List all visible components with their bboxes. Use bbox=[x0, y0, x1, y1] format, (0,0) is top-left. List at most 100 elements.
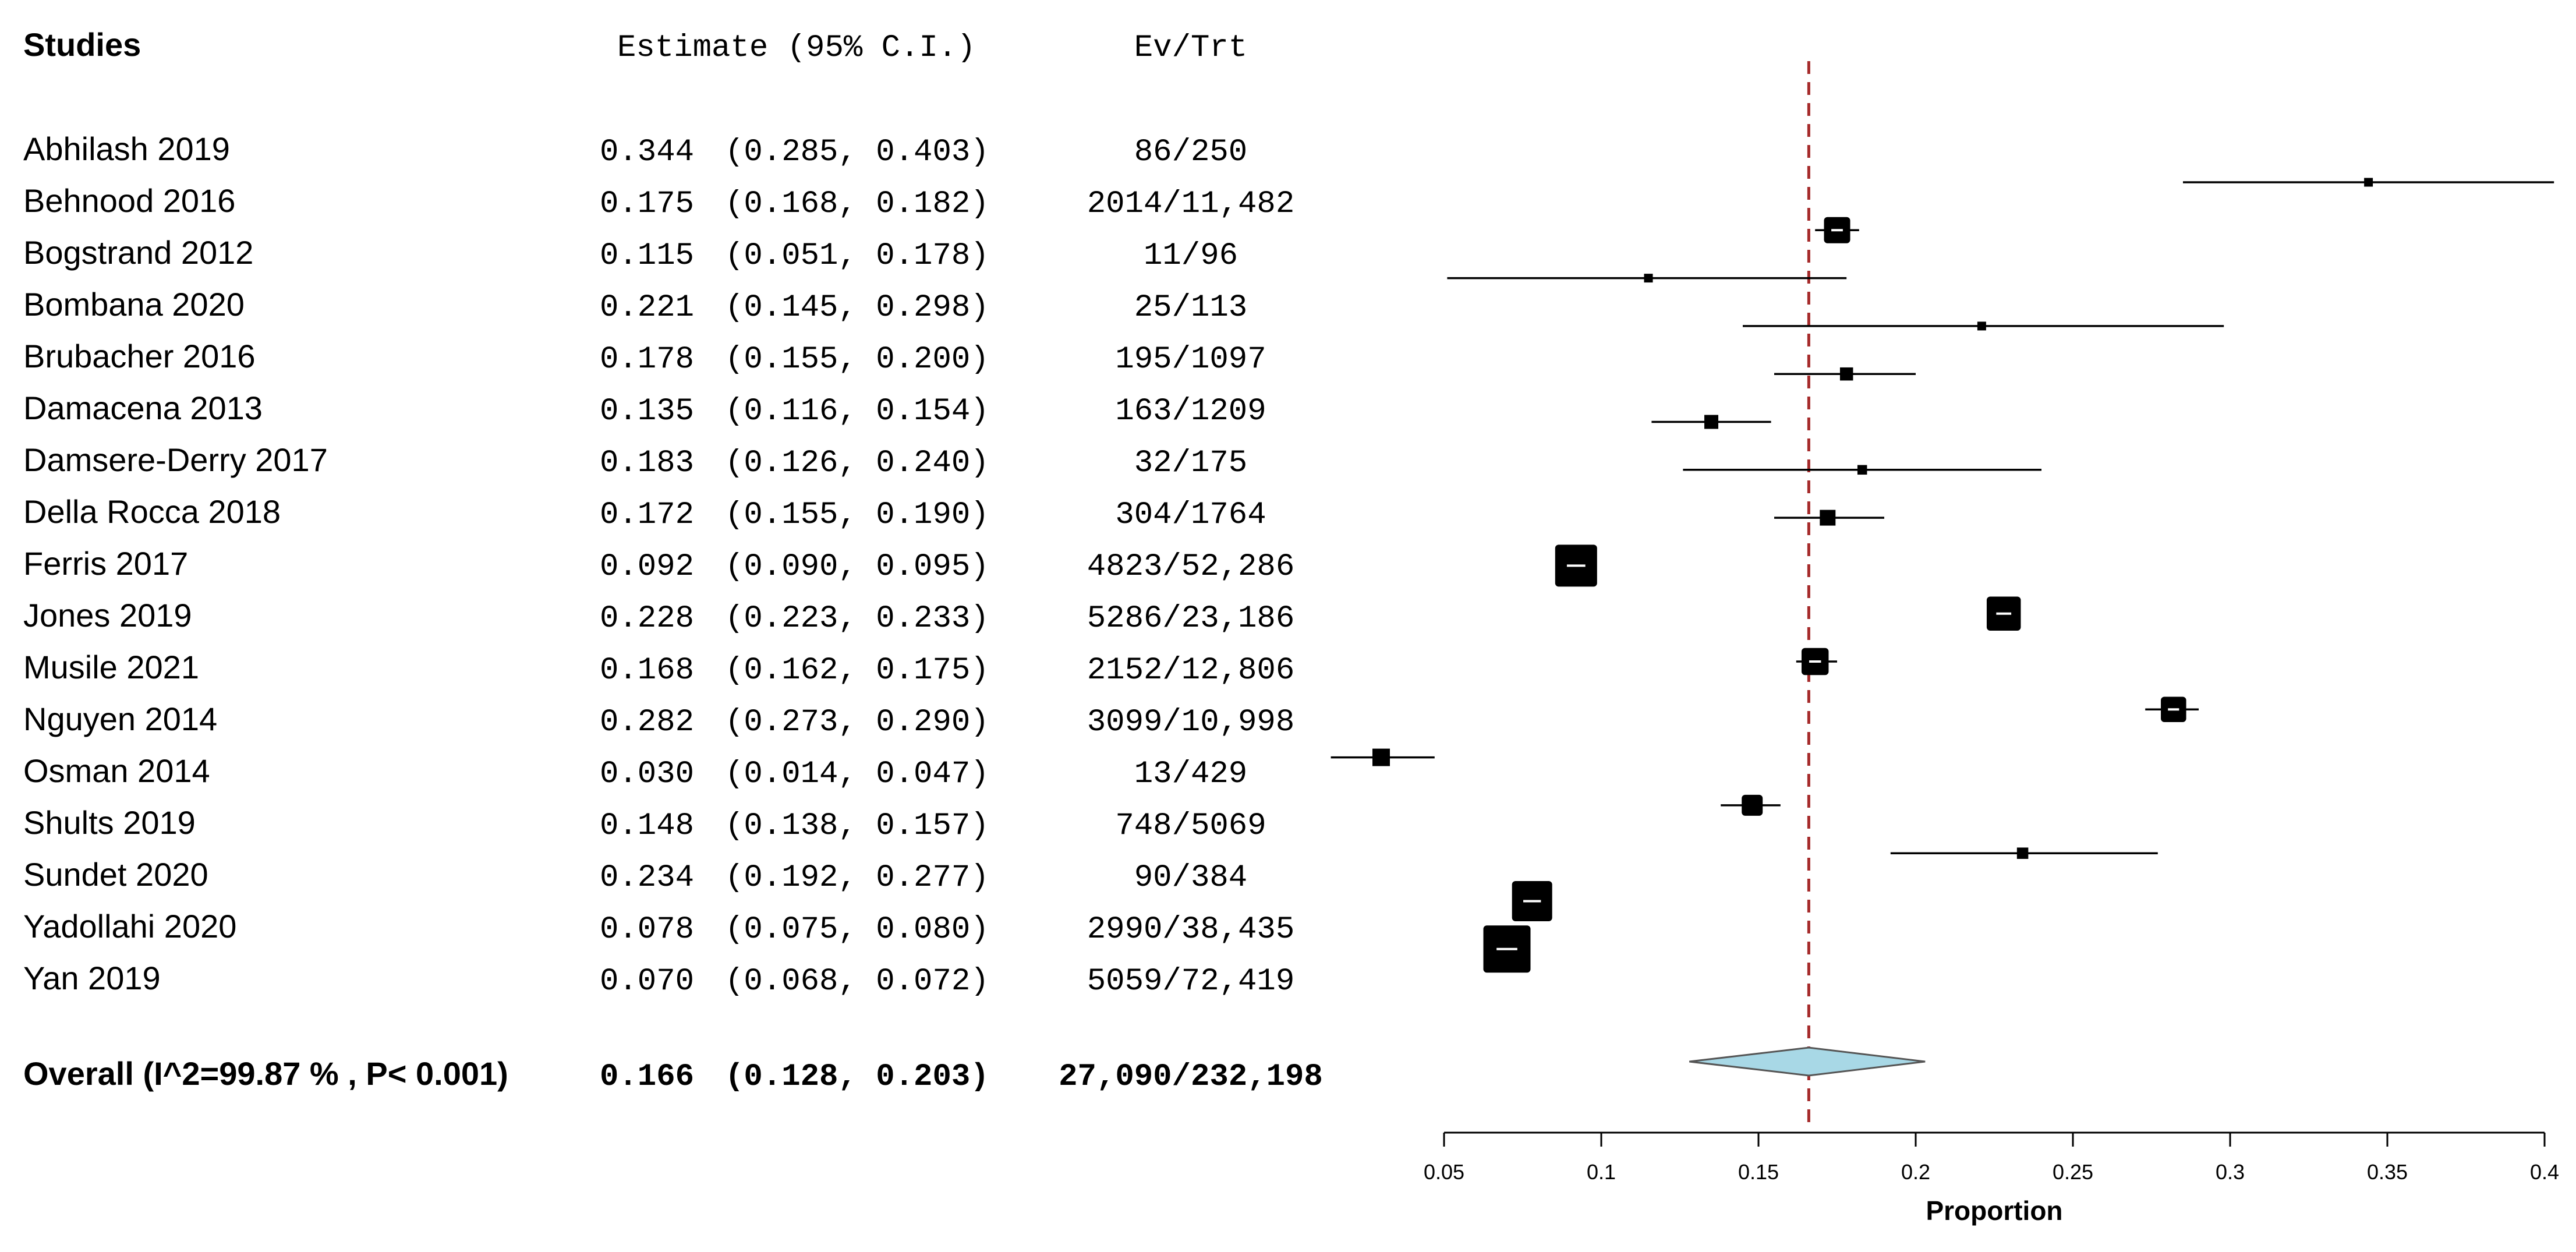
x-tick-label: 0.2 bbox=[1901, 1160, 1930, 1184]
study-events: 90/384 bbox=[1134, 860, 1247, 896]
study-estimate: 0.172 bbox=[600, 497, 694, 533]
x-tick-label: 0.25 bbox=[2053, 1160, 2093, 1184]
overall-label: Overall (I^2=99.87 % , P< 0.001) bbox=[23, 1055, 508, 1092]
estimate-box bbox=[1839, 367, 1853, 381]
study-row: Shults 2019 0.148 (0.138, 0.157) 748/5069 bbox=[23, 804, 1266, 844]
estimate-box bbox=[1704, 415, 1718, 429]
study-name: Sundet 2020 bbox=[23, 856, 208, 893]
study-estimate: 0.070 bbox=[600, 964, 694, 999]
x-tick-label: 0.15 bbox=[1738, 1160, 1779, 1184]
study-marker bbox=[1512, 881, 1552, 921]
study-ci: (0.155, 0.190) bbox=[725, 497, 989, 533]
study-row: Bogstrand 2012 0.115 (0.051, 0.178) 11/96 bbox=[23, 234, 1238, 274]
x-axis-label: Proportion bbox=[1926, 1196, 2062, 1226]
study-ci: (0.273, 0.290) bbox=[725, 705, 989, 740]
estimate-box bbox=[1372, 748, 1390, 766]
study-name: Damacena 2013 bbox=[23, 390, 263, 426]
estimate-box bbox=[1977, 321, 1986, 331]
x-tick-label: 0.3 bbox=[2216, 1160, 2245, 1184]
study-estimate: 0.030 bbox=[600, 756, 694, 792]
x-tick-label: 0.1 bbox=[1587, 1160, 1616, 1184]
plot-area bbox=[1331, 61, 2554, 1129]
study-ci: (0.116, 0.154) bbox=[725, 394, 989, 429]
study-row: Osman 2014 0.030 (0.014, 0.047) 13/429 bbox=[23, 752, 1247, 792]
study-events: 2014/11,482 bbox=[1087, 186, 1294, 222]
study-name: Brubacher 2016 bbox=[23, 338, 256, 374]
study-name: Nguyen 2014 bbox=[23, 701, 217, 737]
study-events: 304/1764 bbox=[1115, 497, 1266, 533]
study-marker bbox=[2183, 178, 2554, 187]
study-marker bbox=[1651, 415, 1771, 429]
study-estimate: 0.183 bbox=[600, 445, 694, 481]
overall-estimate: 0.166 bbox=[600, 1059, 694, 1095]
study-events: 5286/23,186 bbox=[1087, 601, 1294, 636]
study-estimate: 0.228 bbox=[600, 601, 694, 636]
study-events: 748/5069 bbox=[1115, 808, 1266, 844]
study-ci: (0.285, 0.403) bbox=[725, 135, 989, 170]
estimate-box bbox=[1857, 465, 1867, 475]
estimate-box bbox=[1742, 794, 1763, 816]
study-row: Brubacher 2016 0.178 (0.155, 0.200) 195/109… bbox=[23, 338, 1266, 377]
study-name: Yan 2019 bbox=[23, 960, 161, 996]
study-marker bbox=[2145, 696, 2199, 723]
study-marker bbox=[1743, 321, 2224, 331]
study-row: Damsere-Derry 2017 0.183 (0.126, 0.240) 32/… bbox=[23, 441, 1247, 481]
study-row: Yan 2019 0.070 (0.068, 0.072) 5059/72,419 bbox=[23, 960, 1294, 999]
study-row: Musile 2021 0.168 (0.162, 0.175) 2152/12,80… bbox=[23, 649, 1294, 688]
estimate-box bbox=[1644, 274, 1653, 283]
study-marker bbox=[1721, 794, 1781, 816]
study-ci: (0.051, 0.178) bbox=[725, 238, 989, 274]
study-events: 2990/38,435 bbox=[1087, 912, 1294, 947]
study-ci: (0.014, 0.047) bbox=[725, 756, 989, 792]
estimate-box bbox=[2016, 847, 2029, 859]
study-events: 2152/12,806 bbox=[1087, 653, 1294, 688]
study-estimate: 0.282 bbox=[600, 705, 694, 740]
study-name: Osman 2014 bbox=[23, 752, 210, 789]
study-estimate: 0.234 bbox=[600, 860, 694, 896]
study-ci: (0.145, 0.298) bbox=[725, 290, 989, 326]
study-marker bbox=[1890, 847, 2158, 859]
x-tick-label: 0.35 bbox=[2367, 1160, 2408, 1184]
study-ci: (0.223, 0.233) bbox=[725, 601, 989, 636]
study-events: 11/96 bbox=[1144, 238, 1238, 274]
study-marker bbox=[1483, 925, 1531, 973]
study-row: Abhilash 2019 0.344 (0.285, 0.403) 86/250 bbox=[23, 130, 1247, 170]
study-name: Shults 2019 bbox=[23, 804, 196, 841]
header-events: Ev/Trt bbox=[1134, 30, 1247, 66]
study-events: 163/1209 bbox=[1115, 394, 1266, 429]
study-estimate: 0.078 bbox=[600, 912, 694, 947]
study-table: Abhilash 2019 0.344 (0.285, 0.403) 86/250 Be… bbox=[23, 130, 1294, 999]
study-estimate: 0.115 bbox=[600, 238, 694, 274]
study-row: Ferris 2017 0.092 (0.090, 0.095) 4823/52,28… bbox=[23, 545, 1294, 585]
study-estimate: 0.344 bbox=[600, 135, 694, 170]
study-ci: (0.192, 0.277) bbox=[725, 860, 989, 896]
study-events: 4823/52,286 bbox=[1087, 549, 1294, 585]
study-estimate: 0.148 bbox=[600, 808, 694, 844]
study-ci: (0.090, 0.095) bbox=[725, 549, 989, 585]
study-name: Bogstrand 2012 bbox=[23, 234, 253, 271]
study-ci: (0.155, 0.200) bbox=[725, 342, 989, 377]
overall-row: Overall (I^2=99.87 % , P< 0.001) 0.166 (0.… bbox=[23, 1055, 1323, 1095]
study-ci: (0.075, 0.080) bbox=[725, 912, 989, 947]
overall-ci: (0.128, 0.203) bbox=[725, 1059, 989, 1095]
study-row: Damacena 2013 0.135 (0.116, 0.154) 163/1209 bbox=[23, 390, 1266, 429]
study-estimate: 0.168 bbox=[600, 653, 694, 688]
header-studies: Studies bbox=[23, 26, 141, 63]
overall-events: 27,090/232,198 bbox=[1059, 1059, 1323, 1095]
study-marker bbox=[1796, 648, 1837, 675]
header-estimate: Estimate (95% C.I.) bbox=[617, 30, 976, 66]
study-ci: (0.126, 0.240) bbox=[725, 445, 989, 481]
study-name: Musile 2021 bbox=[23, 649, 199, 685]
study-marker bbox=[1815, 217, 1859, 243]
study-name: Yadollahi 2020 bbox=[23, 908, 236, 945]
study-estimate: 0.092 bbox=[600, 549, 694, 585]
study-marker bbox=[1331, 748, 1435, 766]
study-events: 13/429 bbox=[1134, 756, 1247, 792]
study-name: Behnood 2016 bbox=[23, 182, 235, 219]
study-events: 3099/10,998 bbox=[1087, 705, 1294, 740]
study-events: 25/113 bbox=[1134, 290, 1247, 326]
study-row: Yadollahi 2020 0.078 (0.075, 0.080) 2990/38… bbox=[23, 908, 1294, 947]
study-row: Bombana 2020 0.221 (0.145, 0.298) 25/113 bbox=[23, 286, 1247, 326]
study-estimate: 0.135 bbox=[600, 394, 694, 429]
